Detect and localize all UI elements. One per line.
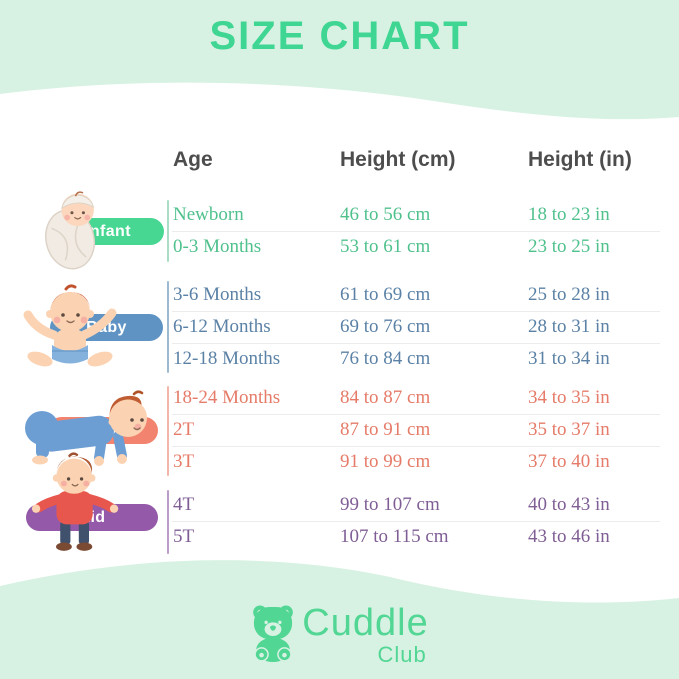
teddy-bear-icon [253, 605, 294, 662]
page-title: SIZE CHART [209, 14, 470, 58]
table-row: Newborn 46 to 56 cm 18 to 23 in [0, 204, 679, 230]
kid-group-line [167, 490, 169, 554]
row-divider [172, 343, 660, 344]
age-cell: Newborn [173, 204, 244, 225]
header-height-in: Height (in) [528, 148, 632, 171]
brand-subtitle: Club [377, 641, 427, 667]
table-row: 5T 107 to 115 cm 43 to 46 in [0, 526, 679, 552]
infant-group-line [167, 200, 169, 262]
age-cell: 3T [173, 451, 195, 472]
group-label-text: Infant [85, 222, 131, 240]
height-in-cell: 23 to 25 in [528, 236, 610, 257]
age-cell: 18-24 Months [173, 387, 281, 408]
height-cm-cell: 84 to 87 cm [340, 387, 431, 408]
table-row: 12-18 Months 76 to 84 cm 31 to 34 in [0, 348, 679, 374]
height-in-cell: 28 to 31 in [528, 316, 610, 337]
height-in-cell: 34 to 35 in [528, 387, 610, 408]
brand-logo: Cuddle Club [0, 602, 679, 668]
row-divider [172, 311, 660, 312]
height-cm-cell: 91 to 99 cm [340, 451, 431, 472]
height-cm-cell: 87 to 91 cm [340, 419, 431, 440]
table-row: 6-12 Months 69 to 76 cm 28 to 31 in [0, 316, 679, 342]
age-cell: 5T [173, 526, 195, 547]
table-row: 3T 91 to 99 cm 37 to 40 in [0, 451, 679, 477]
height-in-cell: 31 to 34 in [528, 348, 610, 369]
age-cell: 12-18 Months [173, 348, 281, 369]
header-height-cm: Height (cm) [340, 148, 456, 171]
height-cm-cell: 61 to 69 cm [340, 284, 431, 305]
table-row: 0-3 Months 53 to 61 cm 23 to 25 in [0, 236, 679, 262]
baby-group-line [167, 281, 169, 373]
age-cell: 2T [173, 419, 195, 440]
height-in-cell: 37 to 40 in [528, 451, 610, 472]
height-cm-cell: 46 to 56 cm [340, 204, 431, 225]
standing-boy-illustration [31, 452, 119, 551]
height-in-cell: 35 to 37 in [528, 419, 610, 440]
row-divider [172, 231, 660, 232]
height-in-cell: 25 to 28 in [528, 284, 610, 305]
header-age: Age [173, 148, 213, 171]
height-cm-cell: 53 to 61 cm [340, 236, 431, 257]
table-row: 2T 87 to 91 cm 35 to 37 in [0, 419, 679, 445]
height-in-cell: 40 to 43 in [528, 494, 610, 515]
row-divider [172, 446, 660, 447]
swaddled-baby-illustration [45, 191, 95, 270]
age-cell: 0-3 Months [173, 236, 262, 257]
toddler-group-line [167, 386, 169, 476]
height-in-cell: 43 to 46 in [528, 526, 610, 547]
height-cm-cell: 99 to 107 cm [340, 494, 440, 515]
age-cell: 4T [173, 494, 195, 515]
table-header-row: Age Height (cm) Height (in) [0, 148, 679, 176]
height-cm-cell: 69 to 76 cm [340, 316, 431, 337]
table-row: 3-6 Months 61 to 69 cm 25 to 28 in [0, 284, 679, 310]
table-row: 4T 99 to 107 cm 40 to 43 in [0, 494, 679, 520]
row-divider [172, 521, 660, 522]
age-cell: 6-12 Months [173, 316, 271, 337]
height-in-cell: 18 to 23 in [528, 204, 610, 225]
age-cell: 3-6 Months [173, 284, 262, 305]
crawling-toddler-illustration [25, 390, 147, 466]
brand-wordmark: Cuddle Club [302, 602, 429, 668]
height-cm-cell: 107 to 115 cm [340, 526, 449, 547]
table-row: 18-24 Months 84 to 87 cm 34 to 35 in [0, 387, 679, 413]
brand-name: Cuddle [302, 602, 429, 644]
row-divider [172, 414, 660, 415]
height-cm-cell: 76 to 84 cm [340, 348, 431, 369]
sitting-baby-illustration [23, 284, 117, 367]
